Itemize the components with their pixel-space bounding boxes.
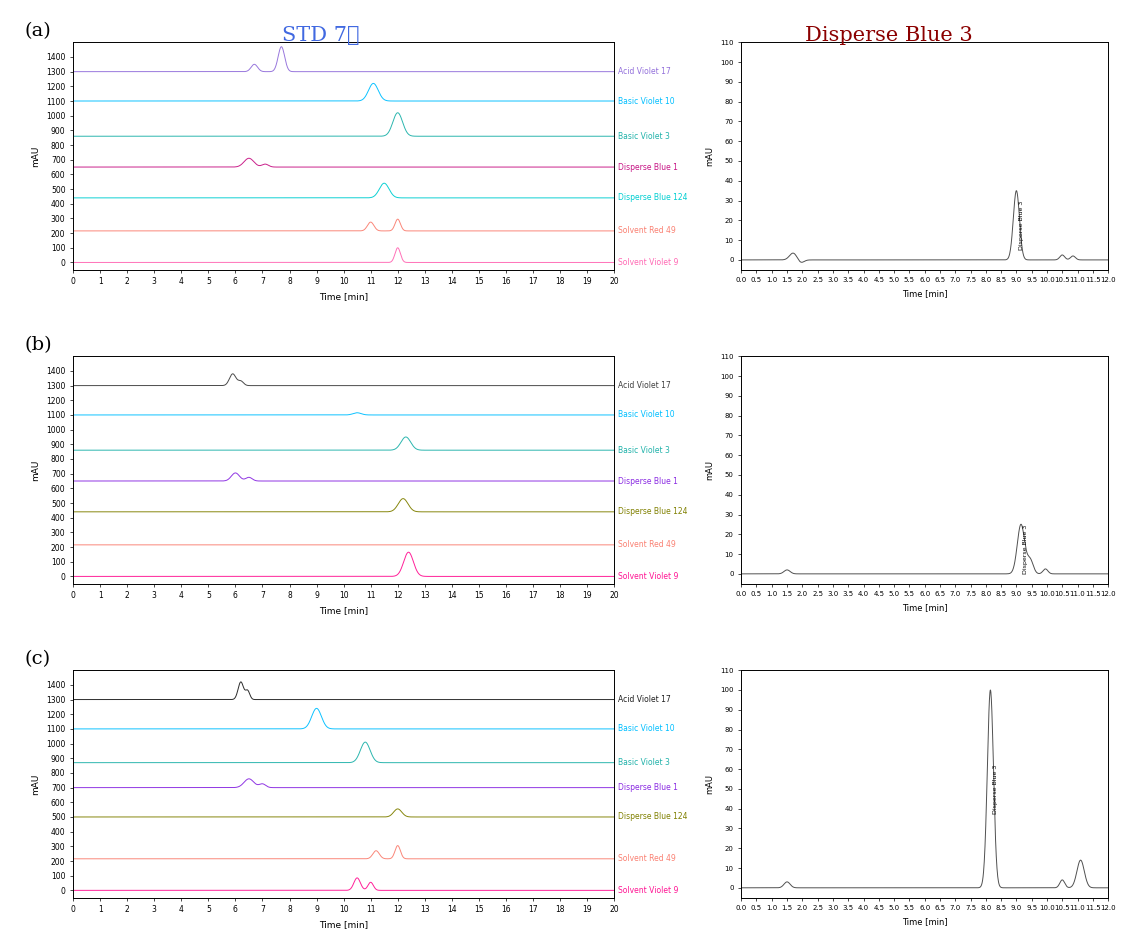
Y-axis label: mAU: mAU xyxy=(705,774,714,794)
Text: Disperse Blue 1: Disperse Blue 1 xyxy=(618,477,678,485)
Text: Solvent Red 49: Solvent Red 49 xyxy=(618,854,676,863)
X-axis label: Time [min]: Time [min] xyxy=(319,920,368,929)
Text: Basic Violet 3: Basic Violet 3 xyxy=(618,446,670,455)
Text: Basic Violet 3: Basic Violet 3 xyxy=(618,132,670,141)
Text: STD 7종: STD 7종 xyxy=(282,26,359,45)
Y-axis label: mAU: mAU xyxy=(705,460,714,480)
Text: Acid Violet 17: Acid Violet 17 xyxy=(618,381,670,390)
Y-axis label: mAU: mAU xyxy=(32,774,40,794)
Text: Disperse Blue 3: Disperse Blue 3 xyxy=(1024,525,1028,573)
Text: Solvent Violet 9: Solvent Violet 9 xyxy=(618,572,678,581)
Text: (a): (a) xyxy=(25,22,51,40)
Text: Disperse Blue 1: Disperse Blue 1 xyxy=(618,163,678,172)
X-axis label: Time [min]: Time [min] xyxy=(319,606,368,615)
Text: Solvent Red 49: Solvent Red 49 xyxy=(618,540,676,549)
Text: Disperse Blue 1: Disperse Blue 1 xyxy=(618,783,678,792)
Text: Disperse Blue 3: Disperse Blue 3 xyxy=(804,26,973,45)
Text: Solvent Red 49: Solvent Red 49 xyxy=(618,227,676,235)
Text: Solvent Violet 9: Solvent Violet 9 xyxy=(618,885,678,895)
Text: (c): (c) xyxy=(25,650,51,668)
Text: Disperse Blue 3: Disperse Blue 3 xyxy=(993,764,998,814)
Text: Basic Violet 10: Basic Violet 10 xyxy=(618,411,675,419)
Text: Disperse Blue 124: Disperse Blue 124 xyxy=(618,508,687,516)
X-axis label: Time [min]: Time [min] xyxy=(902,916,947,926)
X-axis label: Time [min]: Time [min] xyxy=(902,289,947,298)
Text: (b): (b) xyxy=(25,336,52,354)
Text: Solvent Violet 9: Solvent Violet 9 xyxy=(618,258,678,267)
X-axis label: Time [min]: Time [min] xyxy=(902,603,947,612)
Text: Disperse Blue 124: Disperse Blue 124 xyxy=(618,194,687,202)
Text: Basic Violet 3: Basic Violet 3 xyxy=(618,759,670,767)
Text: Disperse Blue 124: Disperse Blue 124 xyxy=(618,812,687,822)
Text: Basic Violet 10: Basic Violet 10 xyxy=(618,725,675,733)
Text: Acid Violet 17: Acid Violet 17 xyxy=(618,67,670,76)
Y-axis label: mAU: mAU xyxy=(705,146,714,166)
Text: Acid Violet 17: Acid Violet 17 xyxy=(618,695,670,704)
X-axis label: Time [min]: Time [min] xyxy=(319,292,368,301)
Text: Basic Violet 10: Basic Violet 10 xyxy=(618,97,675,105)
Y-axis label: mAU: mAU xyxy=(32,146,40,166)
Y-axis label: mAU: mAU xyxy=(32,460,40,480)
Text: Disperse Blue 3: Disperse Blue 3 xyxy=(1019,200,1024,250)
